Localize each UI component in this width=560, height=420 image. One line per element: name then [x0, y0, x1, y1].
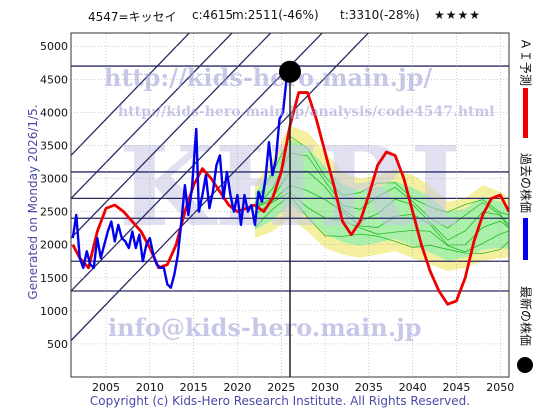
trend-line [71, 33, 191, 156]
header: 4547=キッセイ c:4615 m:2511(-46%) t:3310(-28… [0, 8, 560, 26]
forecast-ensemble-line [254, 191, 509, 253]
x-tick-label: 2040 [399, 381, 427, 394]
y-tick-label: 500 [47, 338, 68, 351]
y-tick-label: 1000 [40, 305, 68, 318]
target-price: t:3310(-28%) [340, 8, 420, 22]
x-tick-label: 2050 [486, 381, 514, 394]
y-tick-label: 3500 [40, 139, 68, 152]
x-tick-label: 2025 [267, 381, 295, 394]
rating-stars: ★★★★ [434, 8, 482, 22]
current-price: c:4615 [192, 8, 234, 22]
legend-past-label: 過去の株価 [518, 152, 533, 214]
legend-past-swatch [523, 218, 528, 260]
x-tick-label: 2005 [92, 381, 120, 394]
y-tick-label: 2000 [40, 239, 68, 252]
minimum-price: m:2511(-46%) [232, 8, 319, 22]
y-tick-label: 5000 [40, 40, 68, 53]
y-tick-label: 1500 [40, 272, 68, 285]
x-tick-labels: 2005 2010 2015 2020 2025 2030 2035 2040 2045 2050 [92, 381, 514, 394]
forecast-band-core [254, 139, 509, 261]
forecast-ensemble-line [254, 184, 509, 246]
legend-latest-label: 最新の株価 [518, 285, 533, 347]
watermark-url: http://kids-hero.main.jp/ [104, 63, 432, 92]
forecast-ensemble-line [254, 135, 509, 216]
latest-price-marker [279, 60, 301, 83]
x-tick-label: 2015 [180, 381, 208, 394]
x-tick-label: 2020 [223, 381, 251, 394]
legend-forecast-label: ＡＩ予測 [518, 37, 533, 87]
generated-date-text: Generated on Monday 2026/1/5. [26, 104, 40, 300]
y-tick-label: 2500 [40, 206, 68, 219]
trend-line [71, 33, 233, 199]
x-tick-label: 2030 [311, 381, 339, 394]
y-tick-label: 4500 [40, 73, 68, 86]
trend-line [71, 33, 272, 239]
stock-code: 4547=キッセイ [88, 10, 177, 24]
forecast-ensemble-line [254, 195, 509, 254]
y-tick-labels: 500 1000 1500 2000 2500 3000 3500 4000 4500 5000 [40, 40, 68, 351]
y-tick-label: 4000 [40, 106, 68, 119]
x-tick-label: 2010 [136, 381, 164, 394]
forecast-ensemble-line [254, 152, 509, 229]
x-tick-label: 2045 [442, 381, 470, 394]
legend-latest-dot [517, 357, 533, 373]
past-price-line [71, 71, 291, 289]
watermark-text-layer: http://kids-hero.main.jp/http://kids-her… [104, 63, 495, 342]
watermark-email: info@kids-hero.main.jp [108, 313, 422, 342]
legend-forecast-swatch [523, 88, 528, 138]
y-tick-label: 3000 [40, 173, 68, 186]
watermark-url-analysis: http://kids-hero.main.jp/analysis/code45… [118, 104, 495, 120]
copyright: Copyright (c) Kids-Hero Research Institu… [89, 394, 471, 408]
x-tick-label: 2035 [355, 381, 383, 394]
